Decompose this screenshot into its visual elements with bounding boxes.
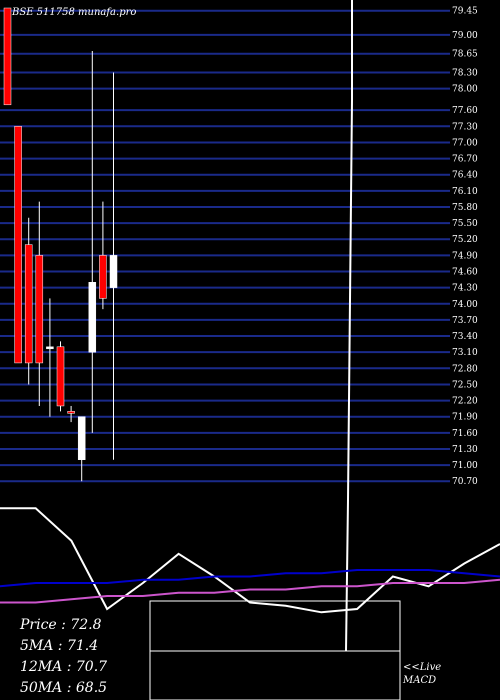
y-tick-label: 73.10 — [452, 348, 478, 358]
candle — [14, 126, 22, 364]
y-tick-label: 76.70 — [452, 155, 478, 165]
candle-body — [46, 346, 54, 350]
y-tick-label: 70.70 — [452, 477, 478, 487]
y-tick-label: 72.80 — [452, 364, 478, 374]
candle-body — [88, 282, 97, 353]
y-tick-label: 73.40 — [452, 332, 478, 342]
macd-label: MACD — [402, 675, 436, 686]
overlay-vertical-line — [345, 0, 353, 652]
y-tick-label: 79.45 — [452, 7, 478, 17]
macd-live-label: <<Live — [403, 662, 441, 673]
candle-body — [3, 7, 12, 106]
y-tick-label: 77.30 — [452, 122, 478, 132]
candle — [67, 405, 75, 423]
price-readout: Price : 72.8 — [19, 617, 102, 633]
y-tick-label: 78.65 — [452, 50, 478, 60]
candles — [3, 7, 118, 482]
candle — [77, 416, 86, 482]
ma12-readout: 12MA : 70.7 — [20, 659, 107, 675]
y-tick-label: 71.00 — [452, 461, 478, 471]
indicator-lines — [0, 507, 500, 614]
y-tick-label: 77.00 — [452, 138, 478, 148]
candle-body — [67, 411, 75, 414]
candle-body — [99, 255, 107, 299]
indicator-line — [0, 578, 500, 604]
candle-body — [109, 255, 118, 288]
y-tick-label: 78.30 — [452, 69, 478, 79]
candle-body — [35, 255, 44, 364]
candle — [88, 51, 97, 433]
y-tick-label: 75.50 — [452, 219, 478, 229]
overlay-lines — [345, 0, 353, 652]
candle — [99, 201, 107, 310]
y-tick-label: 76.10 — [452, 187, 478, 197]
y-tick-label: 73.70 — [452, 316, 478, 326]
chart-title: BSE 511758 munafa.pro — [11, 7, 136, 18]
candle-body — [77, 416, 86, 460]
y-tick-label: 72.20 — [452, 397, 478, 407]
grid — [0, 9, 450, 483]
candle — [24, 217, 33, 385]
y-tick-label: 75.20 — [452, 235, 478, 245]
y-tick-labels: 79.45 79.00 78.65 78.30 78.00 77.60 77.30 77.00… — [452, 7, 478, 488]
candle — [35, 201, 44, 406]
y-tick-label: 78.00 — [452, 85, 478, 95]
y-tick-label: 71.30 — [452, 445, 478, 455]
y-tick-label: 71.60 — [452, 429, 478, 439]
candle — [3, 7, 12, 106]
candle — [56, 341, 65, 412]
y-tick-label: 74.30 — [452, 284, 478, 294]
y-tick-label: 79.00 — [452, 31, 478, 41]
y-tick-label: 75.80 — [452, 203, 478, 213]
candle-body — [56, 346, 65, 407]
candle-body — [14, 126, 22, 364]
y-tick-label: 71.90 — [452, 413, 478, 423]
candle — [46, 298, 54, 417]
ma50-readout: 50MA : 68.5 — [20, 680, 107, 696]
ma5-readout: 5MA : 71.4 — [20, 638, 98, 654]
candle-body — [24, 244, 33, 364]
y-tick-label: 77.60 — [452, 106, 478, 116]
candle — [109, 72, 118, 460]
y-tick-label: 74.60 — [452, 268, 478, 278]
y-tick-label: 74.00 — [452, 300, 478, 310]
y-tick-label: 74.90 — [452, 251, 478, 261]
indicator-line — [0, 569, 500, 588]
y-tick-label: 76.40 — [452, 171, 478, 181]
y-tick-label: 72.50 — [452, 380, 478, 390]
